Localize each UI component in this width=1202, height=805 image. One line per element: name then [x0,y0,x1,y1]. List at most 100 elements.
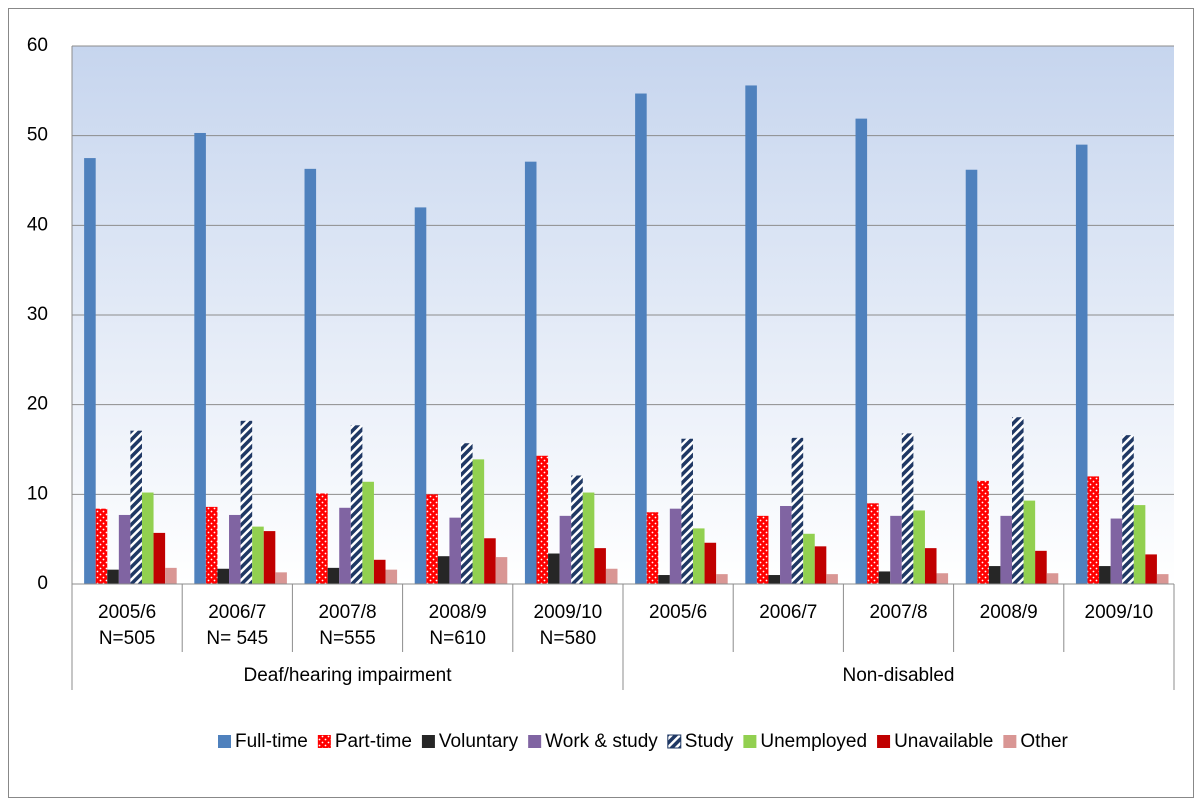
legend-label: Full-time [235,731,308,752]
bar [826,574,838,584]
bar [745,85,757,584]
bar [141,492,154,584]
bar [316,493,328,584]
bar [716,574,728,584]
group-label: Non-disabled [843,665,955,686]
legend-swatch [218,735,231,748]
legend-label: Part-time [335,731,412,752]
bar [890,515,902,584]
bar [1046,573,1059,584]
bar [559,515,572,584]
bar [194,132,206,584]
bar [1012,417,1024,584]
x-tick-label: N=505 [99,628,156,649]
bar [803,533,815,584]
group-label: Deaf/hearing impairment [243,665,452,686]
bar [924,548,937,584]
x-tick-label: N=555 [319,628,376,649]
bar [692,528,705,584]
bar [107,569,119,584]
bar [495,557,508,584]
bar [217,568,230,584]
x-tick-label: 2007/8 [869,602,927,623]
legend-label: Work & study [545,731,658,752]
bar [449,517,462,584]
bar [524,161,537,585]
y-tick-label: 60 [27,35,48,56]
bar [252,526,264,584]
bar [472,459,485,584]
bar [229,514,241,584]
x-tick-label: 2007/8 [318,602,376,623]
bar [1087,476,1100,584]
bar [484,538,496,584]
x-tick-label: 2009/10 [534,602,603,623]
legend-swatch [667,734,682,749]
x-tick-label: 2005/6 [649,602,707,623]
bar [605,568,618,584]
legend-swatch [421,735,435,748]
bar [426,494,438,584]
bar [582,492,595,584]
bar [165,567,177,584]
bar [240,420,253,584]
bar [658,575,670,584]
bar [275,572,287,584]
bar [414,207,427,584]
x-tick-label: 2009/10 [1085,602,1154,623]
bar [635,93,647,585]
y-tick-label: 50 [27,125,48,146]
bar [437,556,450,584]
legend-label: Unemployed [760,731,867,752]
x-tick-label: N= 545 [206,628,268,649]
legend-swatch [877,735,891,748]
bar [855,118,868,584]
bar [1156,574,1169,584]
bar [153,532,166,584]
bar [205,506,218,584]
legend-swatch [317,735,331,748]
bar [130,430,142,584]
x-tick-label: 2008/9 [429,602,487,623]
bar [304,168,317,585]
bar [704,542,717,584]
bar [814,546,827,584]
x-tick-label: 2006/7 [208,602,266,623]
bar [878,571,891,584]
bar [669,508,682,584]
bar [95,508,108,584]
bar [1075,144,1088,584]
legend-label: Study [685,731,734,752]
x-tick-label: 2006/7 [759,602,817,623]
bar [1000,515,1013,584]
x-tick-label: 2008/9 [980,602,1038,623]
bar [1133,505,1146,584]
bar [350,425,363,584]
bar [339,507,351,584]
bar [646,512,659,584]
bar [385,569,398,584]
bar [791,437,804,584]
bar [362,481,374,584]
bar [1110,518,1123,584]
bar [84,158,96,585]
y-tick-label: 20 [27,394,48,415]
bar [1023,500,1036,584]
bar [1122,435,1134,584]
bar [1099,566,1111,584]
bar [681,438,693,584]
legend-label: Voluntary [439,731,519,752]
bar [373,559,386,584]
bar [461,443,473,584]
legend-swatch [1003,735,1017,748]
bar [263,531,276,584]
y-tick-label: 10 [27,483,48,504]
bar [965,169,978,585]
bar [327,567,340,584]
bar [1145,554,1157,584]
y-tick-label: 30 [27,304,48,325]
bar [1035,550,1047,584]
bar [756,515,769,584]
bar [901,433,914,584]
